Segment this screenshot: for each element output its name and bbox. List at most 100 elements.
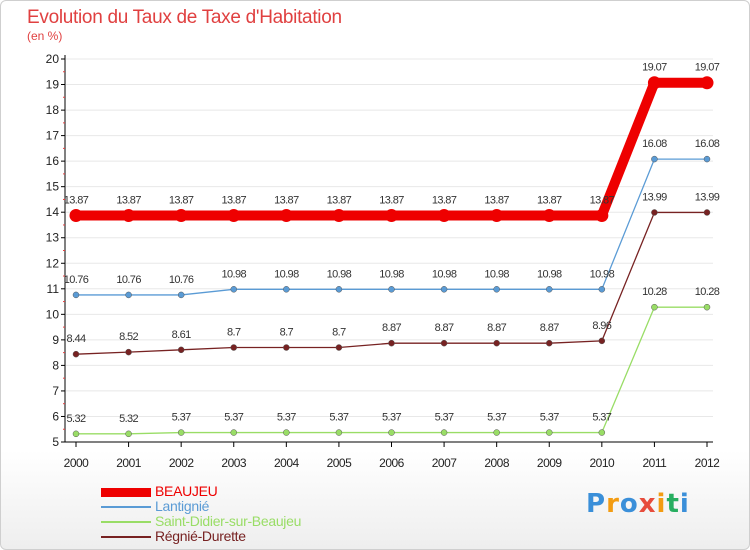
data-label: 10.76	[116, 274, 141, 286]
data-label: 10.98	[379, 268, 404, 280]
x-tick-label: 2010	[589, 456, 615, 470]
legend-label: Régnié-Durette	[155, 528, 246, 544]
data-label: 8.7	[280, 327, 294, 339]
data-point	[230, 429, 237, 436]
data-point	[546, 429, 553, 436]
x-tick-label: 2007	[432, 456, 458, 470]
x-tick-label: 2006	[379, 456, 405, 470]
y-tick-label: 14	[46, 205, 60, 219]
data-label: 10.98	[327, 268, 352, 280]
data-label: 5.37	[487, 412, 506, 424]
y-tick-label: 9	[52, 333, 59, 347]
data-point	[700, 76, 714, 90]
data-point	[122, 209, 136, 223]
y-tick-label: 13	[46, 231, 60, 245]
data-label: 8.7	[227, 327, 241, 339]
legend-swatch	[101, 521, 151, 523]
data-point	[437, 209, 451, 223]
brand-letter: o	[619, 489, 639, 519]
legend-label: BEAUJEU	[155, 483, 218, 499]
data-label: 10.98	[537, 268, 562, 280]
data-point	[69, 209, 83, 223]
data-point	[388, 286, 395, 293]
data-label: 10.98	[590, 268, 615, 280]
line-chart: 5 6 7 8 9 10 11 12 13 14 15 16 17 18 19 20 2000 2001 2002 2…	[46, 52, 721, 470]
data-label: 5.37	[277, 412, 296, 424]
data-point	[125, 430, 132, 438]
x-tick-label: 2003	[221, 456, 247, 470]
data-point	[598, 286, 606, 293]
data-label: 8.7	[332, 327, 346, 339]
x-tick-label: 2012	[695, 456, 721, 470]
y-tick-label: 8	[52, 358, 59, 372]
y-tick-label: 16	[46, 154, 60, 168]
x-tick-label: 2011	[643, 456, 668, 470]
data-point	[72, 291, 80, 299]
data-point	[493, 339, 500, 347]
x-tick-label: 2005	[327, 456, 353, 470]
y-tick-label: 17	[46, 129, 60, 143]
data-label: 8.61	[172, 329, 191, 341]
data-label: 19.07	[642, 62, 667, 74]
brand-letter: P	[586, 489, 607, 519]
data-label: 13.87	[116, 195, 141, 207]
chart-subtitle: (en %)	[27, 29, 63, 43]
data-point	[388, 339, 395, 347]
data-label: 13.87	[379, 195, 404, 207]
legend-swatch	[101, 506, 151, 508]
data-label: 13.87	[484, 195, 509, 207]
data-point	[283, 344, 290, 351]
data-label: 13.87	[221, 195, 246, 207]
data-label: 5.32	[66, 413, 85, 425]
legend-swatch	[101, 536, 151, 538]
data-label: 10.98	[221, 268, 246, 280]
x-tick-label: 2009	[537, 456, 563, 470]
x-tick-label: 2001	[116, 456, 142, 470]
data-label: 13.87	[169, 195, 194, 207]
y-tick-label: 15	[46, 180, 60, 194]
data-label: 13.87	[327, 195, 352, 207]
data-label: 5.32	[119, 413, 138, 425]
data-point	[72, 430, 80, 438]
data-label: 19.07	[695, 62, 720, 74]
data-point	[230, 286, 237, 293]
data-label: 8.87	[382, 322, 401, 334]
data-point	[177, 429, 185, 436]
y-tick-label: 12	[46, 256, 60, 270]
x-tick-label: 2004	[274, 456, 300, 470]
data-point	[598, 337, 606, 345]
data-label: 13.87	[432, 195, 457, 207]
data-point	[703, 303, 711, 311]
data-label: 5.37	[382, 412, 401, 424]
data-label: 13.99	[695, 191, 720, 203]
y-tick-label: 19	[46, 78, 60, 92]
data-point	[227, 209, 241, 223]
data-point	[385, 209, 398, 223]
data-point	[283, 429, 290, 436]
data-point	[546, 286, 553, 293]
data-point	[703, 209, 711, 216]
brand-letter: r	[606, 489, 620, 519]
data-label: 16.08	[695, 138, 720, 150]
data-point	[279, 209, 293, 223]
data-label: 8.87	[435, 322, 454, 334]
brand-letter: i	[679, 489, 690, 519]
data-label: 13.87	[64, 195, 89, 207]
y-tick-label: 7	[52, 384, 59, 398]
y-tick-label: 10	[46, 307, 60, 321]
legend-label: Lantignié	[155, 498, 210, 514]
data-label: 10.76	[64, 274, 89, 286]
data-point	[440, 339, 448, 347]
data-label: 10.98	[432, 268, 457, 280]
data-point	[651, 155, 658, 163]
x-tick-label: 2002	[169, 456, 195, 470]
data-point	[177, 291, 185, 299]
data-label: 10.98	[484, 268, 509, 280]
brand-letter: x	[638, 489, 657, 519]
data-label: 5.37	[329, 412, 348, 424]
data-label: 10.76	[169, 274, 194, 286]
data-point	[230, 344, 237, 351]
data-point	[335, 429, 343, 436]
data-point	[647, 76, 661, 90]
data-label: 8.87	[540, 322, 559, 334]
